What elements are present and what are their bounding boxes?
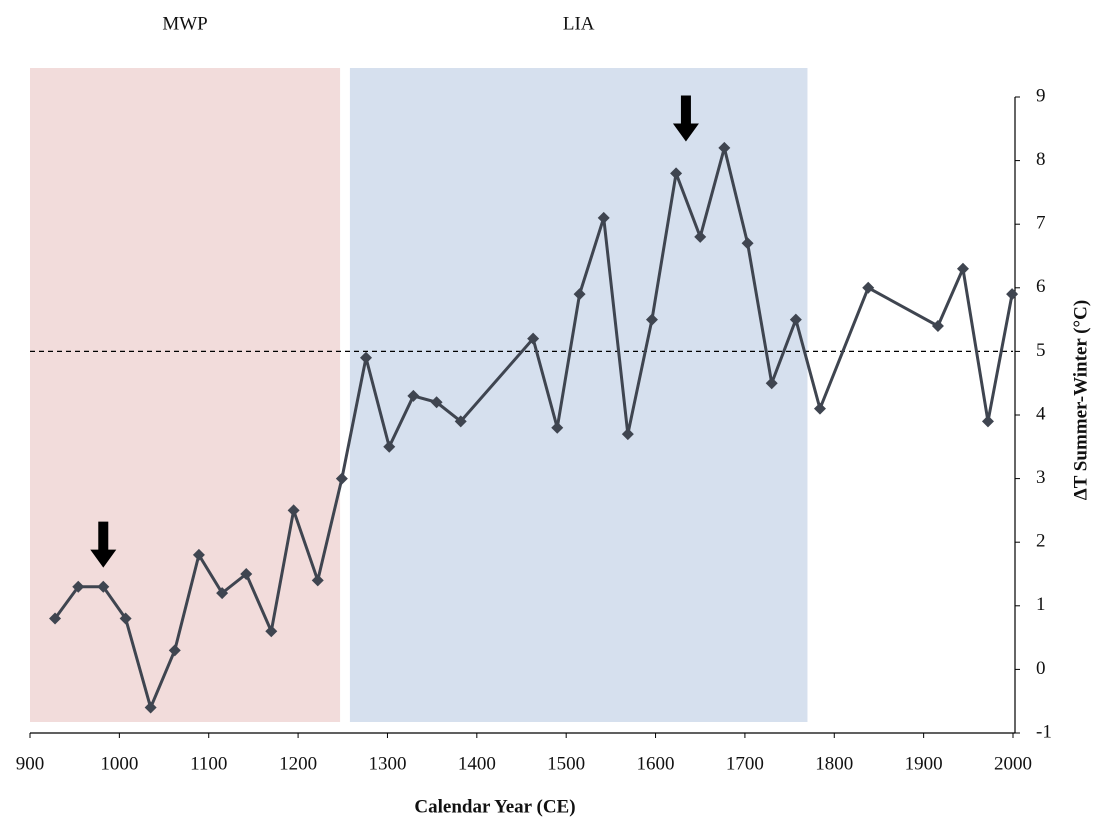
data-point — [694, 230, 707, 243]
x-tick-label: 1700 — [726, 753, 764, 774]
data-point — [430, 396, 443, 409]
y-tick-label: -1 — [1036, 721, 1052, 742]
x-tick-label: 1900 — [905, 753, 943, 774]
data-point — [360, 351, 373, 364]
x-tick-label: 1200 — [279, 753, 317, 774]
y-tick-label: 9 — [1036, 85, 1046, 106]
x-tick-label: 1000 — [100, 753, 138, 774]
data-point — [573, 288, 586, 301]
y-tick-label: 8 — [1036, 149, 1046, 170]
data-point — [383, 440, 396, 453]
data-point — [168, 644, 181, 657]
data-point — [597, 211, 610, 224]
data-point — [335, 472, 348, 485]
data-point — [311, 574, 324, 587]
data-point — [981, 415, 994, 428]
data-point — [862, 281, 875, 294]
arrow — [90, 521, 117, 568]
x-tick-label: 1600 — [637, 753, 675, 774]
data-point — [119, 612, 132, 625]
data-point — [527, 332, 540, 345]
data-point — [240, 568, 253, 580]
data-point — [931, 319, 944, 332]
y-tick-label: 1 — [1036, 594, 1046, 615]
data-point — [97, 580, 110, 593]
y-tick-label: 2 — [1036, 531, 1046, 552]
y-axis-label: ΔT Summer-Winter (°C) — [1070, 300, 1091, 500]
y-tick-label: 7 — [1036, 213, 1046, 234]
data-point — [670, 167, 683, 180]
data-point — [765, 377, 778, 390]
y-tick-label: 3 — [1036, 467, 1046, 488]
data-point — [621, 428, 634, 441]
data-point — [741, 237, 754, 250]
data-point — [287, 504, 300, 517]
data-point — [216, 587, 229, 600]
data-point — [789, 313, 802, 326]
shaded-region — [30, 68, 341, 722]
arrow — [672, 95, 699, 142]
data-point — [813, 402, 826, 415]
data-point — [645, 313, 658, 326]
data-point — [407, 389, 420, 402]
y-tick-label: 4 — [1036, 403, 1046, 424]
data-point — [49, 612, 62, 625]
data-point — [956, 262, 969, 275]
data-point — [192, 548, 205, 561]
y-tick-label: 0 — [1036, 658, 1046, 679]
data-point — [265, 625, 278, 638]
region-label: MWP — [162, 13, 207, 34]
x-tick-label: 1500 — [547, 753, 585, 774]
shaded-region — [349, 68, 808, 722]
data-line — [53, 147, 1014, 713]
data-point — [718, 141, 731, 154]
x-tick-label: 1400 — [458, 753, 496, 774]
x-tick-label: 2000 — [994, 753, 1032, 774]
data-point — [551, 421, 564, 434]
data-point — [1006, 288, 1019, 301]
region-label: LIA — [563, 13, 595, 34]
x-tick-label: 1800 — [815, 753, 853, 774]
data-point — [144, 701, 157, 714]
data-point — [454, 415, 467, 428]
data-point — [72, 580, 85, 593]
x-tick-label: 1300 — [368, 753, 406, 774]
x-axis-label: Calendar Year (CE) — [414, 796, 575, 817]
y-tick-label: 6 — [1036, 276, 1046, 297]
y-tick-label: 5 — [1036, 340, 1046, 361]
x-tick-label: 900 — [16, 753, 45, 774]
x-tick-label: 1100 — [190, 753, 227, 774]
